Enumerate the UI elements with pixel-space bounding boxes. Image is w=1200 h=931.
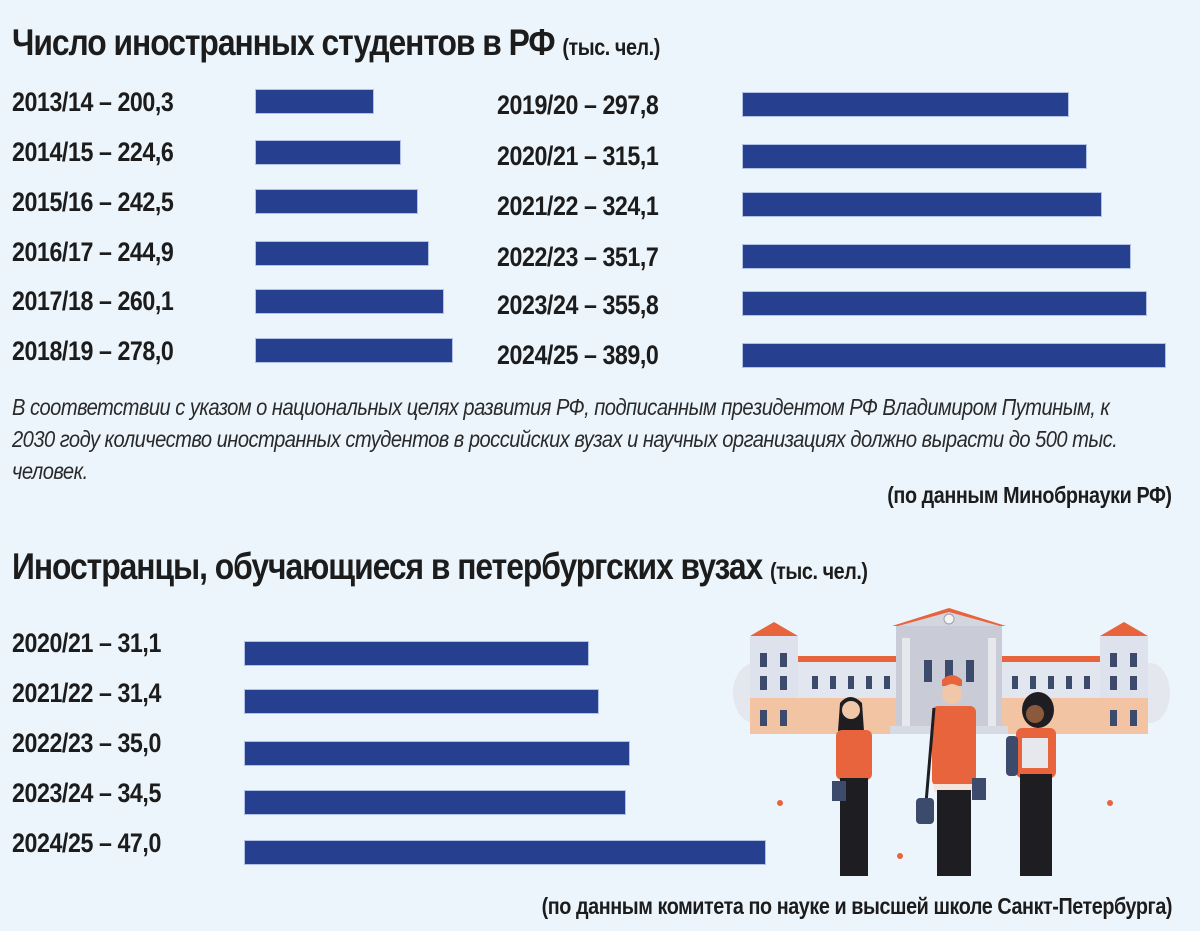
bar-2013-14 [256,90,373,113]
rf-note-text: В соответствии с указом о национальных ц… [12,394,1118,484]
bar-2020-21 [743,145,1086,168]
bar-label: 2019/20 – 297,8 [497,90,659,120]
bar-2015-16 [256,190,417,213]
bar-label: 2022/23 – 351,7 [497,242,659,272]
bar-spb-2022-23 [245,742,629,765]
bar-label: 2020/21 – 315,1 [497,141,659,171]
bar-spb-2023-24 [245,791,625,814]
student-figure [916,675,986,876]
bar-label: 2023/24 – 355,8 [497,290,659,320]
rf-title-text: Число иностранных студентов в РФ [12,22,556,63]
rf-title-unit: (тыс. чел.) [562,34,660,60]
bar-label: 2021/22 – 324,1 [497,191,659,221]
spb-source: (по данным комитета по науке и высшей шк… [541,893,1173,919]
bar-2018-19 [256,339,452,362]
bar-label: 2014/15 – 224,6 [12,137,174,167]
bar-2019-20 [743,93,1068,116]
bar-label: 2017/18 – 260,1 [12,286,174,316]
student-figure [832,697,872,876]
bar-2016-17 [256,242,428,265]
bar-2017-18 [256,290,443,313]
bar-2024-25 [743,344,1165,367]
bar-label: 2015/16 – 242,5 [12,187,174,217]
bar-label: 2020/21 – 31,1 [12,628,161,658]
bar-2014-15 [256,141,400,164]
rf-source: (по данным Минобрнауки РФ) [887,482,1173,508]
bar-label: 2021/22 – 31,4 [12,678,161,708]
spb-title-text: Иностранцы, обучающиеся в петербургских … [12,546,763,587]
bar-2023-24 [743,292,1146,315]
bar-label: 2018/19 – 278,0 [12,336,174,366]
bar-spb-2024-25 [245,841,765,864]
bar-label: 2016/17 – 244,9 [12,237,174,267]
clock-icon [943,613,955,625]
bar-label: 2022/23 – 35,0 [12,728,161,758]
bar-label: 2024/25 – 389,0 [497,340,659,370]
bar-label: 2024/25 – 47,0 [12,828,161,858]
bar-2021-22 [743,193,1101,216]
rf-chart-title: Число иностранных студентов в РФ (тыс. ч… [12,24,660,61]
bar-label: 2023/24 – 34,5 [12,778,161,808]
bar-spb-2020-21 [245,642,588,665]
bar-label: 2013/14 – 200,3 [12,87,174,117]
bar-2022-23 [743,245,1130,268]
spb-chart-title: Иностранцы, обучающиеся в петербургских … [12,548,868,585]
spb-title-unit: (тыс. чел.) [770,558,868,584]
bar-spb-2021-22 [245,690,598,713]
university-students-illustration [733,608,1170,876]
student-figure [1006,692,1056,876]
